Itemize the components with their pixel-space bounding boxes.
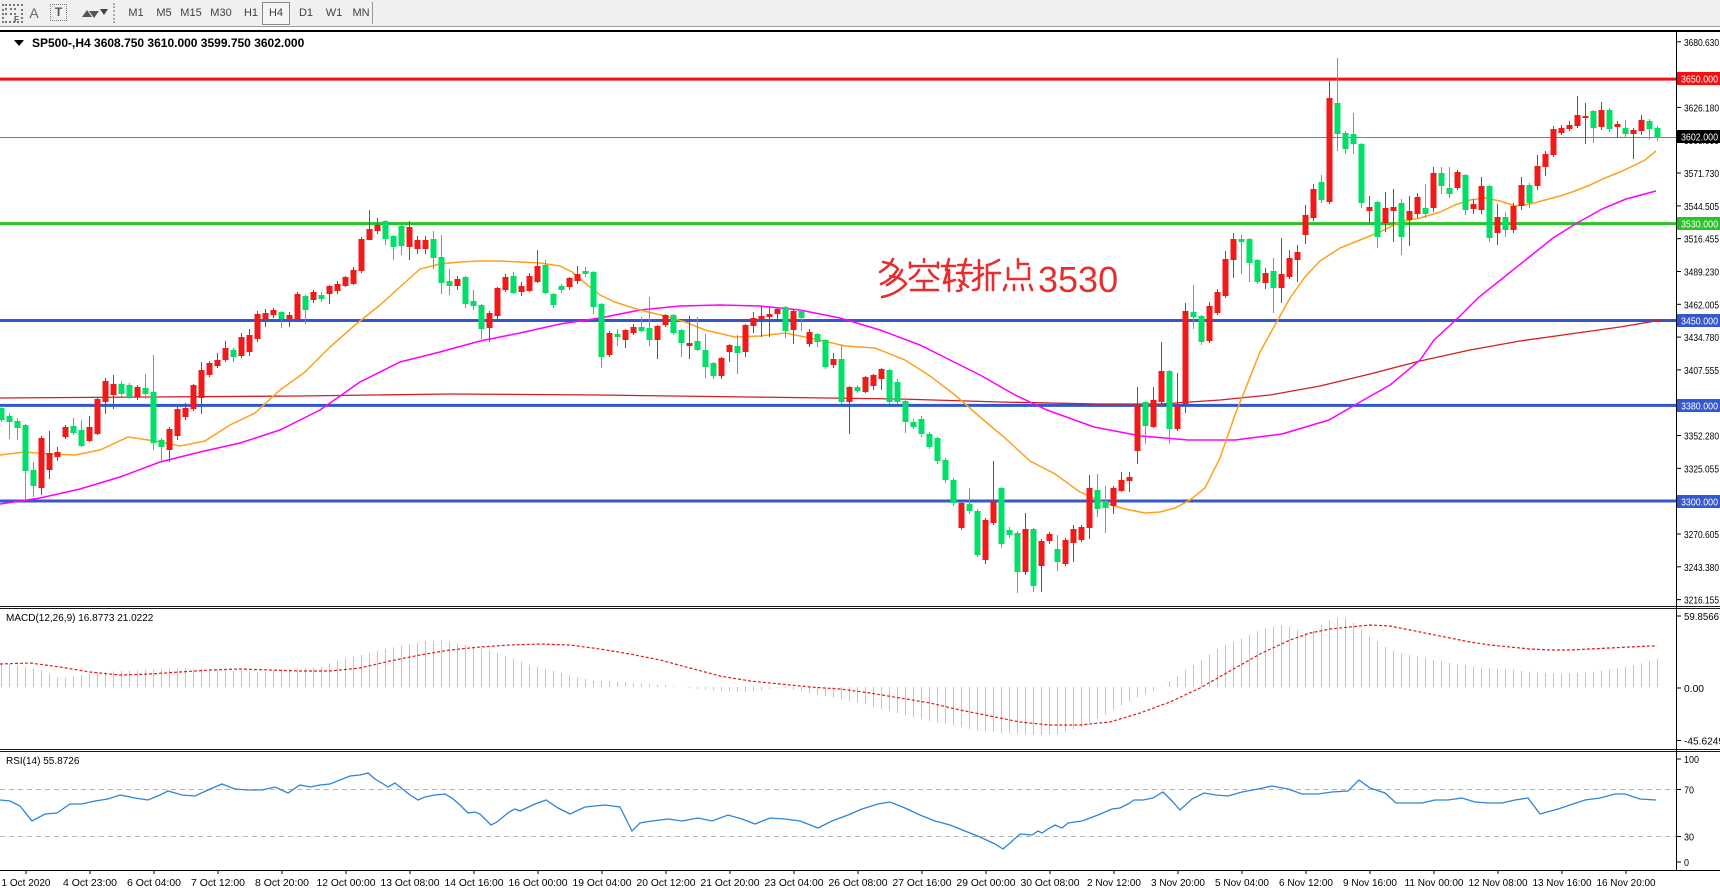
svg-text:6 Oct 04:00: 6 Oct 04:00 <box>127 877 181 889</box>
svg-text:29 Oct 00:00: 29 Oct 00:00 <box>957 877 1016 889</box>
svg-text:12 Oct 00:00: 12 Oct 00:00 <box>317 877 376 889</box>
svg-text:3650.000: 3650.000 <box>1681 74 1718 86</box>
svg-text:0: 0 <box>1684 857 1689 869</box>
svg-text:26 Oct 08:00: 26 Oct 08:00 <box>829 877 888 889</box>
svg-text:16 Nov 20:00: 16 Nov 20:00 <box>1597 877 1656 889</box>
svg-text:8 Oct 20:00: 8 Oct 20:00 <box>255 877 309 889</box>
svg-text:12 Nov 08:00: 12 Nov 08:00 <box>1469 877 1528 889</box>
svg-text:3450.000: 3450.000 <box>1681 316 1718 328</box>
svg-text:3243.380: 3243.380 <box>1684 562 1719 574</box>
svg-text:100: 100 <box>1684 754 1699 766</box>
svg-text:9 Nov 16:00: 9 Nov 16:00 <box>1343 877 1397 889</box>
svg-text:RSI(14) 55.8726: RSI(14) 55.8726 <box>6 756 80 767</box>
svg-text:3571.730: 3571.730 <box>1684 168 1719 180</box>
svg-text:4 Oct 23:00: 4 Oct 23:00 <box>63 877 117 889</box>
svg-text:3407.555: 3407.555 <box>1684 365 1719 377</box>
svg-text:-45.6249: -45.6249 <box>1684 736 1720 748</box>
svg-text:3300.000: 3300.000 <box>1681 497 1718 509</box>
svg-text:1 Oct 2020: 1 Oct 2020 <box>2 877 51 889</box>
svg-text:0.00: 0.00 <box>1684 683 1704 695</box>
svg-text:70: 70 <box>1684 785 1694 797</box>
svg-text:3462.005: 3462.005 <box>1684 299 1719 311</box>
svg-text:3489.230: 3489.230 <box>1684 267 1719 279</box>
svg-text:5 Nov 04:00: 5 Nov 04:00 <box>1215 877 1269 889</box>
svg-text:3270.605: 3270.605 <box>1684 529 1719 541</box>
svg-text:3530.000: 3530.000 <box>1681 219 1718 231</box>
svg-text:3602.000: 3602.000 <box>1681 132 1718 144</box>
svg-text:3530: 3530 <box>1038 259 1118 300</box>
svg-text:3325.055: 3325.055 <box>1684 463 1719 475</box>
svg-text:30 Oct 08:00: 30 Oct 08:00 <box>1021 877 1080 889</box>
svg-text:14 Oct 16:00: 14 Oct 16:00 <box>445 877 504 889</box>
svg-text:MACD(12,26,9) 16.8773 21.0222: MACD(12,26,9) 16.8773 21.0222 <box>6 613 154 624</box>
svg-text:20 Oct 12:00: 20 Oct 12:00 <box>637 877 696 889</box>
svg-text:16 Oct 00:00: 16 Oct 00:00 <box>509 877 568 889</box>
svg-text:23 Oct 04:00: 23 Oct 04:00 <box>765 877 824 889</box>
svg-text:3680.630: 3680.630 <box>1684 37 1719 49</box>
svg-text:3516.455: 3516.455 <box>1684 234 1719 246</box>
svg-text:3626.180: 3626.180 <box>1684 102 1719 114</box>
svg-text:27 Oct 16:00: 27 Oct 16:00 <box>893 877 952 889</box>
svg-text:30: 30 <box>1684 832 1694 844</box>
svg-text:3352.280: 3352.280 <box>1684 431 1719 443</box>
svg-text:19 Oct 04:00: 19 Oct 04:00 <box>573 877 632 889</box>
svg-text:SP500-,H4 3608.750 3610.000 3: SP500-,H4 3608.750 3610.000 3599.750 360… <box>32 36 305 50</box>
svg-text:3434.780: 3434.780 <box>1684 332 1719 344</box>
svg-text:7 Oct 12:00: 7 Oct 12:00 <box>191 877 245 889</box>
svg-text:11 Nov 00:00: 11 Nov 00:00 <box>1405 877 1464 889</box>
svg-text:13 Nov 16:00: 13 Nov 16:00 <box>1533 877 1592 889</box>
svg-text:59.8566: 59.8566 <box>1684 611 1719 623</box>
svg-text:2 Nov 12:00: 2 Nov 12:00 <box>1087 877 1141 889</box>
svg-text:3216.155: 3216.155 <box>1684 595 1719 607</box>
svg-text:3380.000: 3380.000 <box>1681 401 1718 413</box>
svg-text:13 Oct 08:00: 13 Oct 08:00 <box>381 877 440 889</box>
svg-text:21 Oct 20:00: 21 Oct 20:00 <box>701 877 760 889</box>
svg-text:6 Nov 12:00: 6 Nov 12:00 <box>1279 877 1333 889</box>
svg-text:3 Nov 20:00: 3 Nov 20:00 <box>1151 877 1205 889</box>
svg-text:3544.505: 3544.505 <box>1684 201 1719 213</box>
